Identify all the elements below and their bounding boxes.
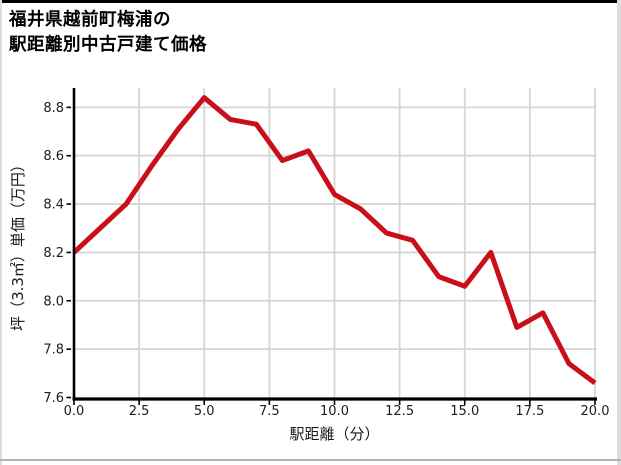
window-left-edge: [0, 0, 2, 465]
x-tick-label: 20.0: [581, 404, 610, 419]
chart-title-line1: 福井県越前町梅浦の: [9, 10, 171, 30]
axis-spines: [72, 88, 597, 401]
y-axis-label: 坪（3.3㎡）単価（万円）: [9, 157, 27, 331]
y-tick-label: 7.8: [43, 343, 64, 358]
x-tick-label: 17.5: [515, 404, 544, 419]
x-tick-label: 7.5: [259, 404, 280, 419]
x-tick-label: 10.0: [320, 404, 349, 419]
chart-title-line2: 駅距離別中古戸建て価格: [9, 35, 207, 56]
tick-labels: 0.0 2.5 5.0 7.5 10.0 12.5 15.0 17.5 20.0 7.6 7.8 8.…: [43, 101, 609, 419]
x-tick-label: 0.0: [64, 404, 85, 419]
y-tick-label: 8.8: [43, 101, 64, 116]
x-tick-label: 5.0: [194, 404, 215, 419]
x-tick-label: 15.0: [450, 404, 479, 419]
y-tick-label: 8.4: [43, 198, 64, 213]
y-tick-label: 7.6: [43, 391, 64, 406]
y-tick-label: 8.2: [43, 246, 64, 261]
gridlines: [74, 88, 597, 399]
x-tick-label: 12.5: [385, 404, 414, 419]
y-tick-label: 8.0: [43, 294, 64, 309]
data-series: [72, 95, 597, 385]
x-tick-label: 2.5: [129, 404, 150, 419]
axis-ticks: [66, 106, 596, 405]
window-top-bar: [0, 0, 621, 3]
window-bottom-bar: [0, 459, 621, 461]
price-line: [72, 95, 597, 385]
chart-title: 福井県越前町梅浦の 駅距離別中古戸建て価格: [9, 8, 207, 59]
x-axis-label: 駅距離（分）: [289, 425, 380, 443]
y-tick-label: 8.6: [43, 149, 64, 164]
window-right-edge: [617, 0, 621, 465]
